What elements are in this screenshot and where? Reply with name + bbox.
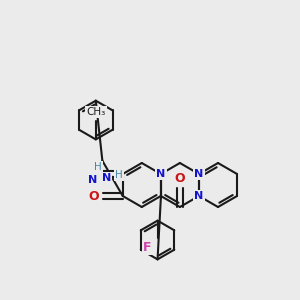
- Text: N: N: [102, 173, 111, 183]
- Text: N: N: [88, 175, 98, 185]
- Text: O: O: [175, 172, 185, 185]
- Text: H: H: [115, 170, 123, 180]
- Text: N: N: [194, 191, 204, 201]
- Text: O: O: [88, 190, 99, 202]
- Text: N: N: [194, 169, 204, 179]
- Text: H: H: [94, 162, 102, 172]
- Text: F: F: [143, 241, 152, 254]
- Text: N: N: [156, 169, 166, 179]
- Text: CH₃: CH₃: [86, 107, 105, 117]
